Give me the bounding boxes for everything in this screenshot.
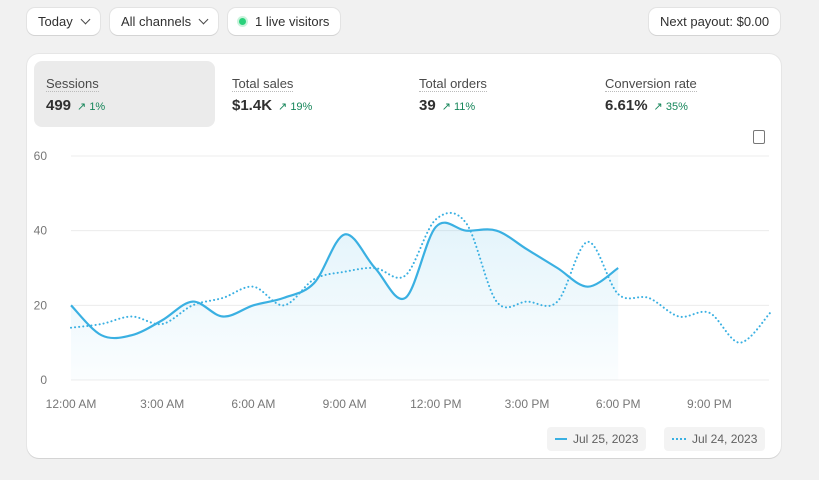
metric-value: 6.61% — [605, 97, 648, 114]
metric-value: $1.4K — [232, 97, 273, 114]
legend-label: Jul 25, 2023 — [573, 432, 639, 446]
change-value: 35% — [665, 101, 688, 113]
y-tick-label: 60 — [34, 149, 48, 163]
metric-change: ↗ 19% — [278, 101, 313, 113]
x-tick-label: 12:00 PM — [410, 397, 461, 411]
metric-change: ↗ 11% — [441, 101, 476, 113]
live-visitors-button[interactable]: 1 live visitors — [228, 8, 341, 35]
channels-select[interactable]: All channels — [110, 8, 219, 35]
date-range-label: Today — [38, 14, 73, 29]
x-tick-label: 3:00 AM — [140, 397, 184, 411]
legend-label: Jul 24, 2023 — [692, 432, 758, 446]
metric-total-sales[interactable]: Total sales $1.4K ↗ 19% — [220, 61, 401, 127]
area-fill — [71, 222, 619, 380]
x-tick-label: 6:00 AM — [231, 397, 275, 411]
x-tick-label: 3:00 PM — [505, 397, 550, 411]
y-tick-label: 0 — [40, 373, 47, 387]
export-report-icon[interactable] — [753, 130, 765, 144]
y-tick-label: 20 — [34, 298, 48, 312]
legend-item-previous[interactable]: Jul 24, 2023 — [664, 427, 766, 451]
metric-value: 499 — [46, 97, 72, 114]
legend-item-current[interactable]: Jul 25, 2023 — [547, 427, 647, 451]
live-visitors-label: 1 live visitors — [255, 14, 330, 29]
analytics-card: Sessions 499 ↗ 1% Total sales $1.4K ↗ 19% … — [27, 54, 781, 458]
metric-sessions[interactable]: Sessions 499 ↗ 1% — [34, 61, 215, 127]
metric-label: Total sales — [232, 76, 294, 92]
channels-label: All channels — [121, 14, 192, 29]
change-value: 11% — [453, 101, 476, 113]
metric-value: 39 — [419, 97, 436, 114]
live-dot-icon — [239, 18, 246, 25]
change-value: 19% — [290, 101, 313, 113]
metric-total-orders[interactable]: Total orders 39 ↗ 11% — [407, 61, 588, 127]
metric-label: Total orders — [419, 76, 487, 92]
payout-label: Next payout: $0.00 — [660, 14, 770, 29]
metric-label: Conversion rate — [605, 76, 697, 92]
metric-change: ↗ 1% — [77, 101, 106, 113]
sessions-chart: 0 20 40 60 12:00 AM 3:00 AM 6:00 AM 9:00 AM 12:0… — [34, 149, 772, 411]
series-line-previous — [70, 211, 772, 344]
metric-label: Sessions — [46, 76, 99, 92]
solid-line-icon — [555, 438, 567, 440]
x-tick-label: 9:00 PM — [687, 397, 732, 411]
change-value: 1% — [89, 101, 106, 113]
x-tick-label: 6:00 PM — [596, 397, 641, 411]
metric-change: ↗ 35% — [653, 101, 688, 113]
series-line-current — [70, 221, 619, 340]
x-tick-label: 12:00 AM — [46, 397, 97, 411]
date-range-select[interactable]: Today — [27, 8, 100, 35]
metric-conversion-rate[interactable]: Conversion rate 6.61% ↗ 35% — [593, 61, 774, 127]
chevron-down-icon — [80, 14, 91, 25]
y-tick-label: 40 — [34, 224, 48, 238]
x-tick-label: 9:00 AM — [323, 397, 367, 411]
dotted-line-icon — [672, 438, 686, 440]
next-payout-button[interactable]: Next payout: $0.00 — [649, 8, 781, 35]
chevron-down-icon — [198, 14, 209, 25]
